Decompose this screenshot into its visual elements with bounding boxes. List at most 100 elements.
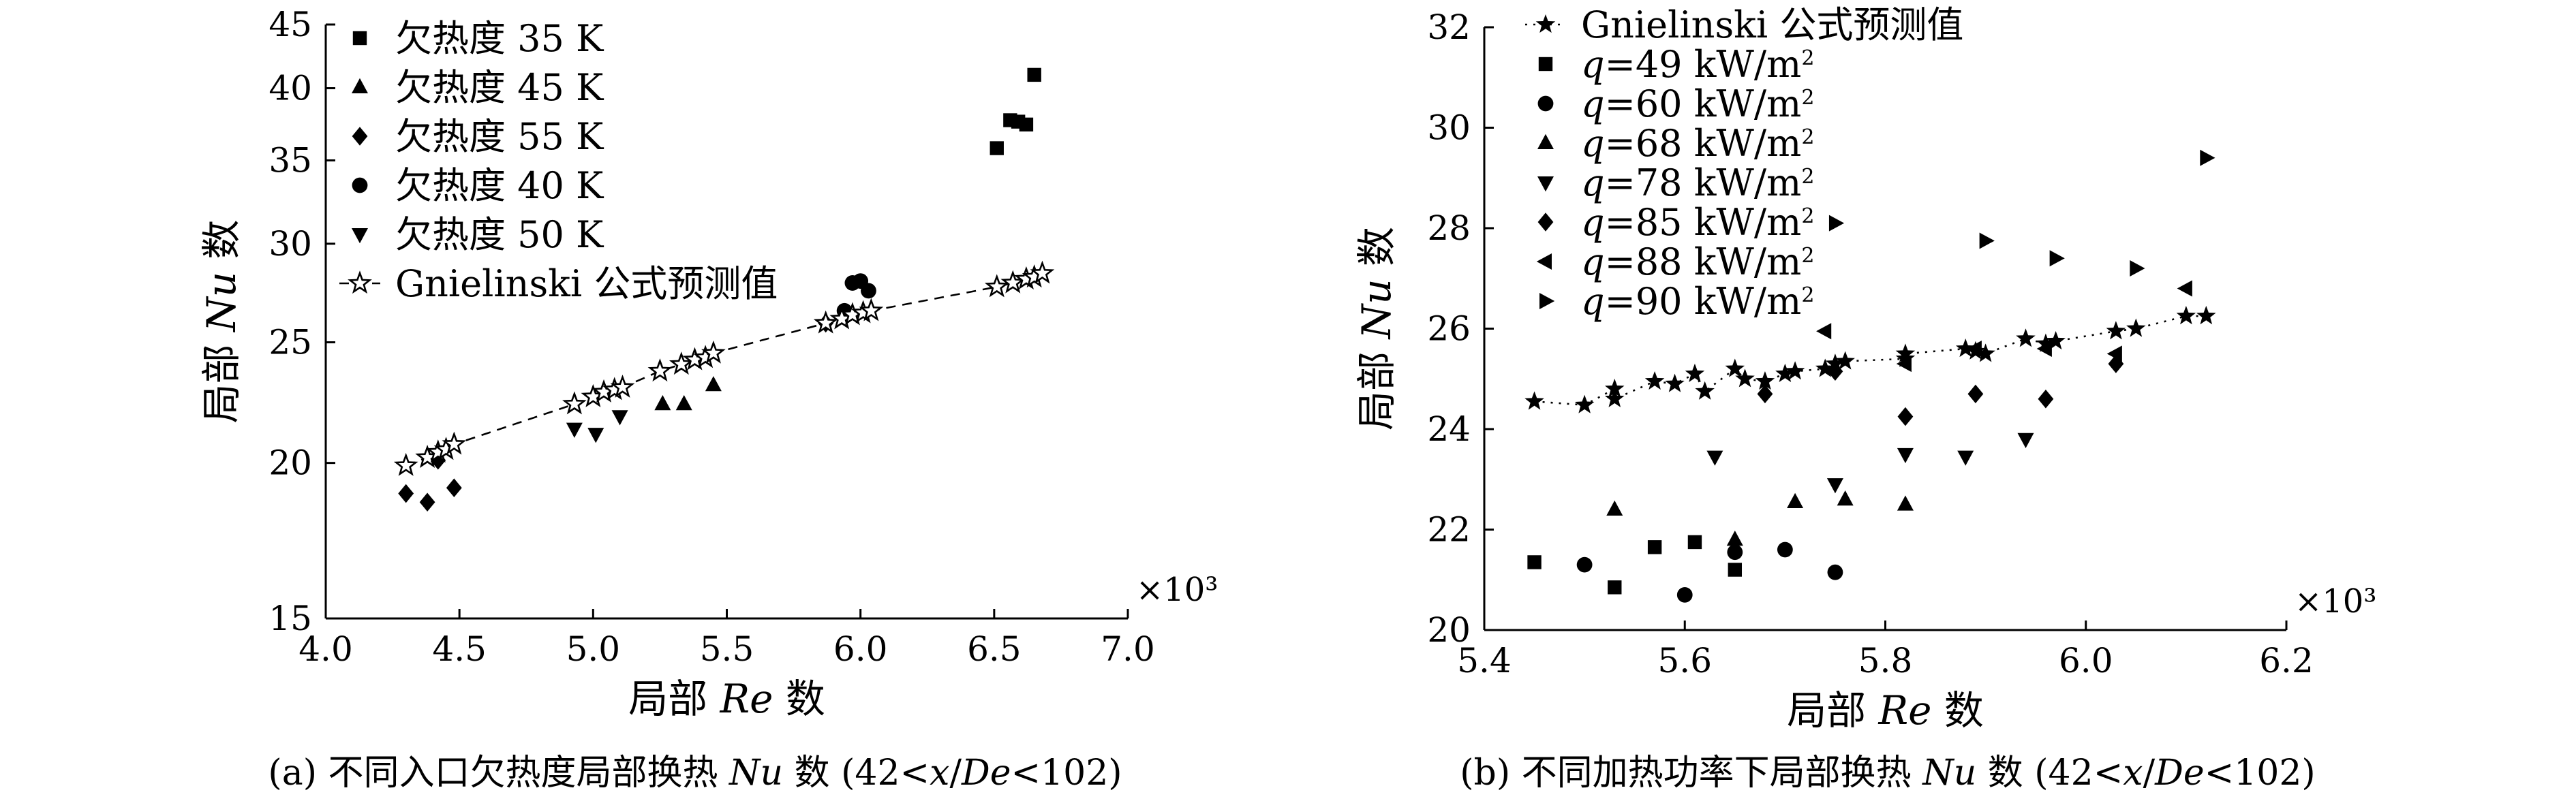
- y-tick-label: 28: [1427, 208, 1471, 248]
- data-point: [1835, 351, 1855, 370]
- data-point: [1665, 373, 1685, 392]
- legend-item: q=88 kW/m2: [1536, 240, 1814, 283]
- series-5: [1757, 354, 2124, 426]
- data-point: [2016, 328, 2036, 347]
- data-point: [2036, 333, 2056, 352]
- x-axis-label: 局部 Re 数: [628, 676, 825, 722]
- legend-marker: [352, 78, 368, 93]
- data-point: [398, 484, 414, 503]
- data-point: [2130, 260, 2145, 277]
- data-point: [1685, 363, 1705, 383]
- data-point: [1725, 358, 1745, 377]
- data-point: [1955, 339, 1976, 358]
- x-tick-label: 5.8: [1858, 641, 1913, 680]
- data-point: [1605, 388, 1625, 407]
- panel-b-nu-vs-re-heat-flux: 5.4 5.6 5.8 6.0 6.2 20 22 24 26 28 30 32 ×10³ 局部 Re 数…: [1353, 3, 2377, 794]
- data-point: [2017, 433, 2034, 448]
- data-point: [1837, 490, 1854, 506]
- series-7: [1828, 149, 2215, 277]
- data-point: [1957, 450, 1974, 466]
- legend-marker: [352, 177, 368, 193]
- data-point: [446, 478, 462, 498]
- y-tick-label: 20: [1427, 610, 1471, 650]
- axes: 5.4 5.6 5.8 6.0 6.2 20 22 24 26 28 30 32 ×10³ 局部 Re 数…: [1353, 7, 2377, 794]
- legend-label: q=60 kW/m2: [1581, 82, 1814, 125]
- data-point: [1755, 371, 1775, 390]
- legend-item: q=49 kW/m2: [1538, 43, 1814, 86]
- legend-item: 欠热度 50 K: [352, 213, 604, 256]
- data-point: [562, 391, 587, 415]
- data-point: [2036, 341, 2052, 357]
- legend-item: q=60 kW/m2: [1537, 82, 1814, 125]
- y-axis-label: 局部 Nu 数: [198, 220, 245, 424]
- data-point: [701, 340, 726, 364]
- series-5: [393, 260, 1055, 476]
- y-tick-label: 30: [1427, 108, 1471, 148]
- legend-marker: [1535, 14, 1556, 33]
- figure-caption: (b) 不同加热功率下局部换热 Nu 数 (42<x/De<102): [1460, 753, 2315, 794]
- data-point: [861, 283, 876, 299]
- data-point: [1979, 232, 1995, 249]
- x-tick-label: 6.5: [967, 629, 1022, 669]
- data-point: [1897, 495, 1914, 511]
- data-point: [1735, 368, 1755, 388]
- data-point: [1757, 384, 1773, 404]
- data-point: [1574, 394, 1595, 413]
- legend-label: 欠热度 45 K: [395, 66, 604, 109]
- x-tick-label: 5.6: [1657, 641, 1712, 680]
- data-point: [566, 422, 583, 438]
- legend-label: q=78 kW/m2: [1581, 161, 1814, 204]
- data-point: [990, 141, 1004, 155]
- legend-item: Gnielinski 公式预测值: [339, 262, 778, 305]
- x-tick-label: 6.0: [2059, 641, 2113, 680]
- series-2: [1576, 541, 1843, 603]
- x-tick-label: 4.5: [432, 629, 487, 669]
- data-point: [705, 376, 722, 392]
- x-axis-multiplier: ×10³: [1136, 571, 1218, 609]
- data-point: [2176, 306, 2196, 325]
- data-point: [1727, 544, 1743, 561]
- legend-label: Gnielinski 公式预测值: [395, 262, 778, 305]
- x-tick-label: 6.0: [833, 629, 888, 669]
- series-0: [990, 67, 1041, 155]
- data-point: [1827, 564, 1843, 580]
- data-point: [1896, 356, 1912, 373]
- series-3: [1606, 490, 1914, 546]
- series-6: [1816, 280, 2192, 373]
- legend-label: q=88 kW/m2: [1581, 240, 1814, 283]
- series-1: [1527, 535, 1743, 595]
- y-tick-label: 40: [269, 68, 312, 108]
- data-point: [1027, 67, 1041, 82]
- y-tick-label: 22: [1427, 510, 1471, 550]
- legend-label: q=90 kW/m2: [1581, 280, 1814, 323]
- data-point: [1728, 563, 1743, 577]
- x-tick-label: 5.5: [700, 629, 754, 669]
- data-point: [1647, 540, 1662, 554]
- series-4: [1706, 433, 2034, 494]
- data-point: [1687, 535, 1702, 550]
- data-point: [1775, 363, 1795, 383]
- data-point: [1576, 556, 1593, 573]
- data-point: [1030, 260, 1055, 284]
- data-point: [2049, 250, 2065, 267]
- legend-marker: [348, 270, 372, 294]
- legend-label: q=85 kW/m2: [1581, 201, 1814, 244]
- data-point: [393, 452, 418, 476]
- legend-item: q=78 kW/m2: [1537, 161, 1814, 204]
- data-point: [1726, 531, 1743, 546]
- data-point: [1608, 580, 1622, 595]
- legend-item: 欠热度 35 K: [352, 17, 604, 60]
- data-point: [984, 274, 1009, 298]
- data-point: [2108, 354, 2124, 373]
- series-line: [1534, 315, 2207, 406]
- series-1: [654, 376, 722, 411]
- legend-item: q=85 kW/m2: [1537, 201, 1814, 244]
- legend-marker: [352, 127, 368, 146]
- legend-label: 欠热度 35 K: [395, 17, 604, 60]
- plot-area: [1524, 149, 2216, 603]
- data-point: [1695, 381, 1715, 400]
- legend-label: Gnielinski 公式预测值: [1581, 3, 1963, 46]
- figure-caption: (a) 不同入口欠热度局部换热 Nu 数 (42<x/De<102): [268, 753, 1122, 794]
